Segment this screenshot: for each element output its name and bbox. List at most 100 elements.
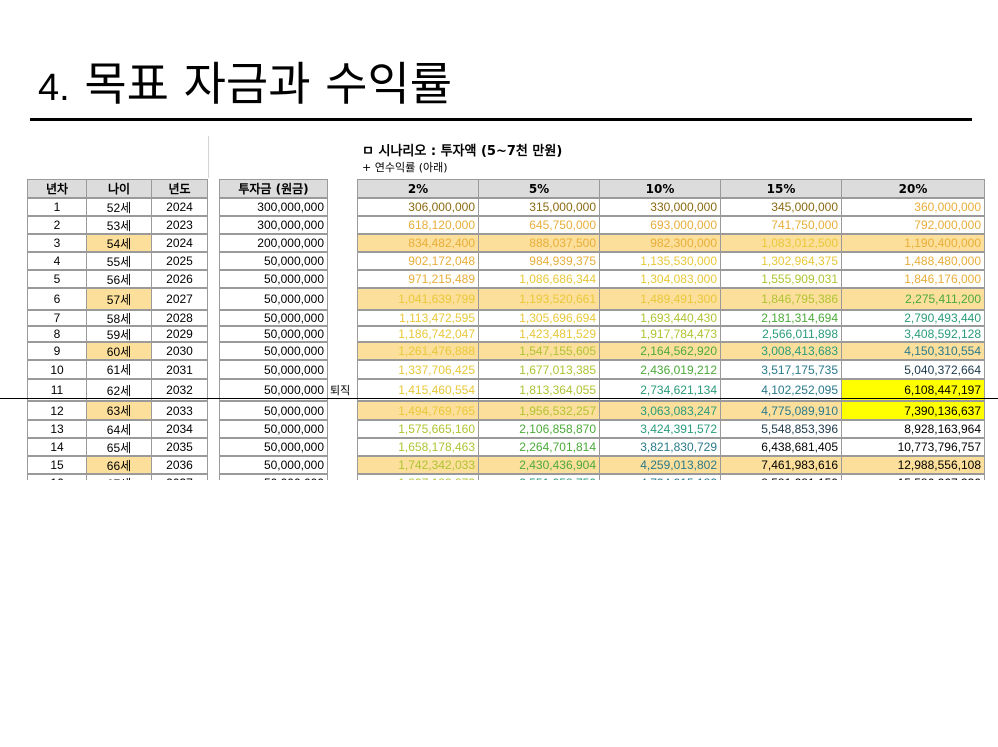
year-index-cell: 16 [27, 474, 87, 480]
return-value-cell: 1,193,520,661 [478, 288, 600, 310]
age-cell: 64세 [86, 420, 152, 438]
year-cell: 2033 [151, 401, 208, 420]
table-row: 10 61세 2031 50,000,000 1,337,706,425 1,677,01… [0, 360, 998, 379]
year-index-cell: 9 [27, 342, 87, 360]
principal-cell: 50,000,000 [219, 310, 328, 326]
return-value-cell: 1,261,476,888 [357, 342, 479, 360]
return-value-cell: 1,575,665,160 [357, 420, 479, 438]
year-cell: 2035 [151, 438, 208, 456]
year-cell: 2028 [151, 310, 208, 326]
table-row: 2 53세 2023 300,000,000 618,120,000 645,750,00… [0, 216, 998, 234]
table-row: 15 66세 2036 50,000,000 1,742,342,033 2,430,43… [0, 456, 998, 474]
year-index-cell: 3 [27, 234, 87, 252]
return-value-cell: 1,846,795,386 [720, 288, 842, 310]
return-value-cell: 2,106,858,870 [478, 420, 600, 438]
table-row: 13 64세 2034 50,000,000 1,575,665,160 2,106,85… [0, 420, 998, 438]
return-value-cell: 1,337,706,425 [357, 360, 479, 379]
return-value-cell: 2,436,019,212 [599, 360, 721, 379]
column-header: 5% [478, 179, 600, 198]
age-cell: 60세 [86, 342, 152, 360]
principal-cell: 50,000,000 [219, 288, 328, 310]
return-value-cell: 1,186,742,047 [357, 326, 479, 342]
slide-title-number: 4. [38, 67, 70, 109]
return-value-cell: 3,008,413,683 [720, 342, 842, 360]
return-value-cell: 7,390,136,637 [841, 401, 985, 420]
year-cell: 2024 [151, 198, 208, 216]
return-value-cell: 1,488,480,000 [841, 252, 985, 270]
table-row: 9 60세 2030 50,000,000 1,261,476,888 1,547,155… [0, 342, 998, 360]
principal-cell: 50,000,000 [219, 420, 328, 438]
age-cell: 56세 [86, 270, 152, 288]
return-value-cell: 1,956,532,257 [478, 401, 600, 420]
principal-cell: 50,000,000 [219, 252, 328, 270]
return-value-cell: 1,304,083,000 [599, 270, 721, 288]
table-row: 7 58세 2028 50,000,000 1,113,472,595 1,305,696… [0, 310, 998, 326]
return-value-cell: 2,551,958,750 [478, 474, 600, 480]
age-cell: 66세 [86, 456, 152, 474]
return-value-cell: 3,517,175,735 [720, 360, 842, 379]
year-cell: 2030 [151, 342, 208, 360]
table-row: 11 62세 2032 50,000,000 1,415,460,554 1,813,36… [0, 379, 998, 401]
projection-table: 년차 나이 년도 투자금 (원금) 2% 5% 10% 15% 20% 1 52세 2024 300,0… [0, 179, 998, 480]
year-cell: 2026 [151, 270, 208, 288]
year-cell: 2034 [151, 420, 208, 438]
age-cell: 67세 [86, 474, 152, 480]
principal-cell: 300,000,000 [219, 216, 328, 234]
column-header: 2% [357, 179, 479, 198]
return-value-cell: 2,566,011,898 [720, 326, 842, 342]
principal-cell: 50,000,000 [219, 360, 328, 379]
return-value-cell: 4,259,013,802 [599, 456, 721, 474]
age-cell: 63세 [86, 401, 152, 420]
return-value-cell: 2,164,562,920 [599, 342, 721, 360]
return-value-cell: 8,928,163,964 [841, 420, 985, 438]
age-cell: 59세 [86, 326, 152, 342]
scenario-subtitle: + 연수익률 (아래) [362, 161, 448, 174]
table-row: 4 55세 2025 50,000,000 902,172,048 984,939,375… [0, 252, 998, 270]
return-value-cell: 1,113,472,595 [357, 310, 479, 326]
return-value-cell: 1,305,696,694 [478, 310, 600, 326]
return-value-cell: 1,489,491,300 [599, 288, 721, 310]
principal-cell: 50,000,000 [219, 379, 328, 401]
year-index-cell: 4 [27, 252, 87, 270]
retirement-marker-line [0, 398, 998, 399]
return-value-cell: 3,063,083,247 [599, 401, 721, 420]
age-cell: 55세 [86, 252, 152, 270]
return-value-cell: 618,120,000 [357, 216, 479, 234]
year-cell: 2025 [151, 252, 208, 270]
table-row: 5 56세 2026 50,000,000 971,215,489 1,086,686,3… [0, 270, 998, 288]
return-value-cell: 7,461,983,616 [720, 456, 842, 474]
column-header: 투자금 (원금) [219, 179, 328, 198]
slide-title: 4. 목표 자금과 수익률 [38, 56, 452, 116]
return-value-cell: 1,423,481,529 [478, 326, 600, 342]
retirement-note: 퇴직 [330, 384, 351, 397]
year-index-cell: 12 [27, 401, 87, 420]
return-value-cell: 3,408,592,128 [841, 326, 985, 342]
age-cell: 53세 [86, 216, 152, 234]
slide-title-text: 목표 자금과 수익률 [84, 57, 453, 111]
principal-cell: 50,000,000 [219, 401, 328, 420]
year-cell: 2024 [151, 234, 208, 252]
return-value-cell: 4,734,915,182 [599, 474, 721, 480]
year-index-cell: 10 [27, 360, 87, 379]
return-value-cell: 1,693,440,430 [599, 310, 721, 326]
return-value-cell: 645,750,000 [478, 216, 600, 234]
return-value-cell: 4,775,089,910 [720, 401, 842, 420]
return-value-cell: 1,742,342,033 [357, 456, 479, 474]
year-index-cell: 5 [27, 270, 87, 288]
age-cell: 65세 [86, 438, 152, 456]
return-value-cell: 1,917,784,473 [599, 326, 721, 342]
cell-guide-line [208, 136, 209, 178]
return-value-cell: 1,846,176,000 [841, 270, 985, 288]
table-row: 12 63세 2033 50,000,000 1,494,769,765 1,956,53… [0, 401, 998, 420]
year-cell: 2027 [151, 288, 208, 310]
age-cell: 52세 [86, 198, 152, 216]
return-value-cell: 1,494,769,765 [357, 401, 479, 420]
return-value-cell: 1,190,400,000 [841, 234, 985, 252]
column-header: 15% [720, 179, 842, 198]
table-row: 1 52세 2024 300,000,000 306,000,000 315,000,00… [0, 198, 998, 216]
year-index-cell: 14 [27, 438, 87, 456]
table-row: 6 57세 2027 50,000,000 1,041,639,799 1,193,520… [0, 288, 998, 310]
return-value-cell: 1,555,909,031 [720, 270, 842, 288]
return-value-cell: 2,790,493,440 [841, 310, 985, 326]
return-value-cell: 971,215,489 [357, 270, 479, 288]
